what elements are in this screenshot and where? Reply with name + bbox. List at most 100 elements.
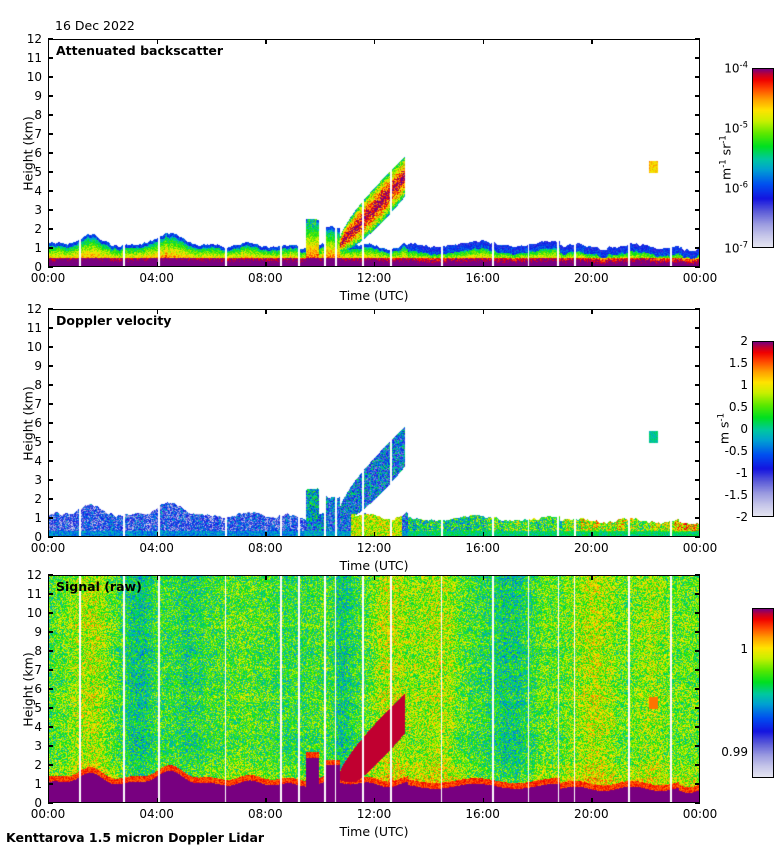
xtick-mark [591,532,593,537]
ytick-mark [695,745,700,747]
xtick-mark [698,575,700,580]
ytick-label: 7 [34,663,42,677]
ytick-label: 7 [34,397,42,411]
ytick-mark [48,536,53,538]
ytick-mark [48,228,53,230]
ytick-mark [695,403,700,405]
colorbar-tick-doppler-velocity-8: -2 [736,510,748,524]
xtick-label: 00:00 [30,807,66,821]
ytick-mark [695,631,700,633]
xtick-mark [374,532,376,537]
ytick-mark [695,669,700,671]
ytick-mark [695,574,700,576]
ytick-mark [48,114,53,116]
colorbar-tick-doppler-velocity-2: 1 [740,378,748,392]
xtick-mark [591,309,593,314]
xtick-mark [265,798,267,803]
ytick-label: 2 [34,758,42,772]
ytick-mark [695,479,700,481]
ytick-label: 12 [26,568,42,582]
xtick-label: 16:00 [465,807,500,821]
ytick-label: 4 [34,184,42,198]
xtick-mark [591,575,593,580]
ytick-mark [695,517,700,519]
ytick-mark [695,384,700,386]
xtick-label: 20:00 [574,807,609,821]
ytick-label: 6 [34,416,42,430]
ytick-mark [48,802,53,804]
ytick-label: 12 [26,32,42,46]
ytick-mark [48,171,53,173]
ytick-mark [48,403,53,405]
ytick-mark [48,57,53,59]
colorbar-gradient-panel3 [753,609,773,777]
ytick-mark [695,764,700,766]
ytick-mark [695,152,700,154]
ytick-label: 6 [34,682,42,696]
ytick-mark [48,441,53,443]
ytick-mark [48,783,53,785]
ytick-mark [695,133,700,135]
ytick-label: 12 [26,302,42,316]
xtick-mark [48,39,50,44]
xtick-mark [374,39,376,44]
xtick-label: 16:00 [465,271,500,285]
xtick-mark [156,798,159,803]
xtick-mark [591,39,593,44]
xtick-mark [265,39,267,44]
ytick-label: 0 [34,796,42,810]
ytick-label: 10 [26,606,42,620]
ytick-mark [48,650,53,652]
xtick-label: 04:00 [139,807,174,821]
xtick-mark [698,532,700,537]
xtick-label: 12:00 [356,541,392,555]
colorbar-tick-doppler-velocity-6: -1 [736,466,748,480]
ytick-mark [48,745,53,747]
ytick-mark [695,783,700,785]
ytick-mark [48,76,53,78]
ytick-mark [695,209,700,211]
xtick-label: 12:00 [356,271,392,285]
ytick-label: 3 [34,203,42,217]
colorbar-tick-doppler-velocity-7: -1.5 [724,488,748,502]
ytick-mark [48,612,53,614]
panel-signal-raw: Signal (raw) Height (km) Time (UTC) 1 0.9… [0,568,780,850]
ytick-mark [48,593,53,595]
ytick-label: 3 [34,473,42,487]
xtick-mark [698,39,700,44]
colorbar-tick-doppler-velocity-1: 1.5 [728,356,748,370]
ytick-label: 8 [34,108,42,122]
ytick-label: 9 [34,89,42,103]
xtick-mark [698,798,700,803]
ytick-mark [48,190,53,192]
ytick-mark [48,247,53,249]
xtick-label: 08:00 [248,271,283,285]
ytick-label: 5 [34,435,42,449]
xtick-mark [591,798,593,803]
ytick-mark [48,726,53,728]
ytick-mark [695,688,700,690]
ytick-mark [48,327,53,329]
ytick-mark [48,365,53,367]
ytick-mark [695,726,700,728]
ytick-mark [695,95,700,97]
ytick-mark [48,764,53,766]
xtick-mark [482,575,485,580]
ytick-label: 2 [34,492,42,506]
ytick-label: 9 [34,359,42,373]
colorbar-attenuated-backscatter [752,68,774,248]
xtick-label: 08:00 [248,541,283,555]
xtick-mark [265,532,267,537]
ytick-mark [695,460,700,462]
ytick-mark [48,209,53,211]
ytick-mark [695,422,700,424]
colorbar-tick-signal-raw-1: 0.99 [721,745,748,760]
xtick-mark [482,309,485,314]
xtick-label: 12:00 [356,807,392,821]
ytick-label: 8 [34,644,42,658]
xtick-mark [698,262,700,267]
xtick-label: 04:00 [139,541,174,555]
colorbar-doppler-velocity [752,341,774,517]
date-label: 16 Dec 2022 [55,18,135,33]
ytick-mark [695,247,700,249]
